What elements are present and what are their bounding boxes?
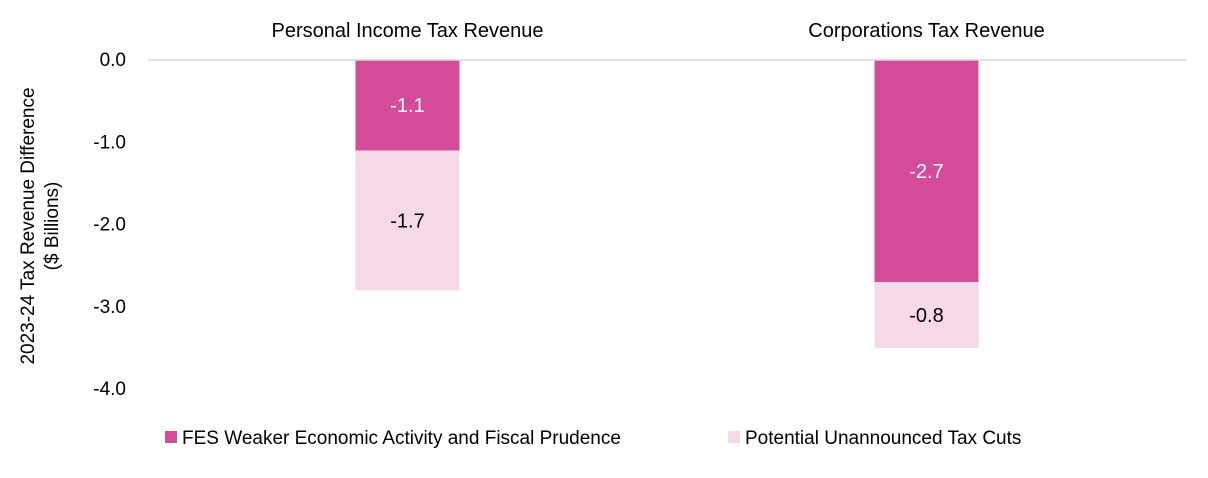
category-label: Corporations Tax Revenue <box>808 20 1044 42</box>
category-label: Personal Income Tax Revenue <box>271 20 543 42</box>
bar-segment <box>874 282 979 348</box>
y-axis-label-line-2: ($ Billions) <box>42 182 63 271</box>
plot-area: 0.0 -1.0 -2.0 -3.0 -4.0 -1.1 -1.7 Personal Inco… <box>93 20 1186 400</box>
data-label: -0.8 <box>909 305 943 327</box>
legend-swatch <box>165 431 177 443</box>
y-tick-label: -1.0 <box>93 132 126 153</box>
data-label: -1.7 <box>390 210 424 232</box>
y-tick-label: 0.0 <box>100 50 126 71</box>
data-label: -2.7 <box>909 161 943 183</box>
legend-label: Potential Unannounced Tax Cuts <box>745 428 1021 449</box>
legend-label: FES Weaker Economic Activity and Fiscal … <box>182 428 621 449</box>
legend-swatch <box>728 431 740 443</box>
bar-segment <box>874 60 979 283</box>
data-label: -1.1 <box>390 95 424 117</box>
y-tick-label: -4.0 <box>93 379 126 400</box>
y-tick-label: -3.0 <box>93 297 126 318</box>
y-tick-label: -2.0 <box>93 215 126 236</box>
y-axis-label-line-1: 2023-24 Tax Revenue Difference <box>18 87 39 364</box>
bar-segment <box>355 150 460 291</box>
legend: FES Weaker Economic Activity and Fiscal … <box>165 428 1021 449</box>
bar-segment <box>355 60 460 151</box>
